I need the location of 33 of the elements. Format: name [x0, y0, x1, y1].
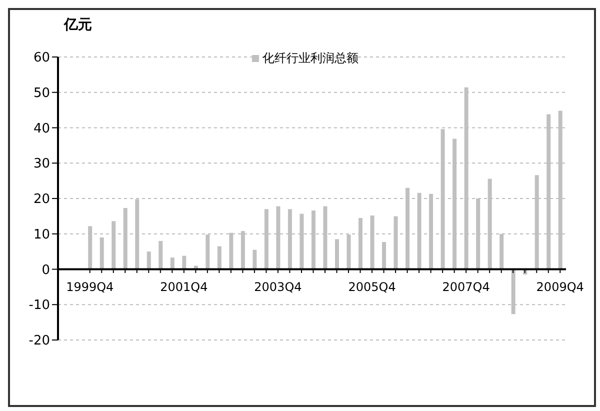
bar: [123, 208, 128, 270]
bar: [406, 188, 410, 270]
bar: [170, 258, 174, 270]
y-tick-label: 10: [33, 227, 50, 242]
bar: [394, 216, 398, 270]
x-tick-label: 2007Q4: [442, 280, 490, 294]
legend-label: 化纤行业利润总额: [262, 51, 358, 65]
bar: [146, 252, 151, 270]
x-tick-label: 1999Q4: [66, 280, 114, 294]
bar: [429, 194, 434, 270]
x-tick-label: 2009Q4: [536, 280, 584, 294]
y-tick-label: 60: [33, 50, 50, 66]
y-tick-label: 50: [33, 86, 50, 101]
x-tick-label: 2003Q4: [254, 280, 302, 294]
bar: [334, 239, 339, 270]
y-tick-label: 30: [33, 156, 50, 172]
y-tick-label: -10: [28, 298, 50, 314]
y-tick-label: 40: [33, 121, 50, 136]
y-tick-label: 20: [33, 192, 50, 208]
bar: [252, 250, 257, 270]
bar: [100, 237, 104, 270]
bar: [182, 256, 186, 270]
bar: [88, 226, 92, 270]
bar: [112, 221, 116, 270]
bar: [382, 242, 386, 270]
x-tick-label: 2005Q4: [348, 280, 396, 294]
x-tick-label: 2001Q4: [160, 280, 208, 294]
bar: [158, 240, 163, 270]
y-tick-label: -20: [28, 334, 50, 349]
y-tick-label: 0: [42, 262, 50, 278]
bar: [417, 192, 422, 270]
bar: [217, 246, 222, 270]
y-axis-title: 亿元: [64, 16, 92, 34]
